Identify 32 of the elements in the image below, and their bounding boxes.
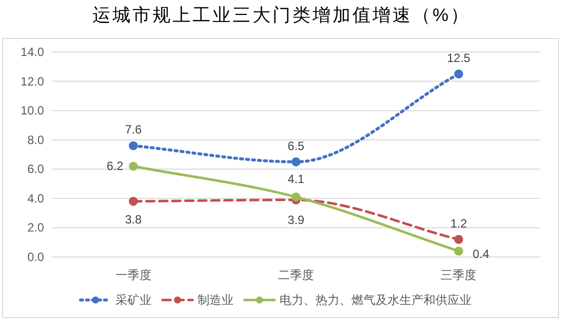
legend-label: 电力、热力、燃气及水生产和供应业 bbox=[280, 293, 472, 307]
point bbox=[128, 162, 138, 171]
legend-label: 制造业 bbox=[198, 293, 234, 307]
y-tick-label: 8.0 bbox=[27, 132, 44, 147]
y-tick-label: 6.0 bbox=[27, 162, 44, 176]
point bbox=[454, 246, 464, 256]
point bbox=[128, 141, 138, 150]
data-label: 3.9 bbox=[288, 212, 305, 227]
data-label: 0.4 bbox=[472, 247, 490, 262]
y-tick-label: 14.0 bbox=[20, 45, 44, 59]
data-label: 7.6 bbox=[124, 122, 142, 137]
legend-label: 采矿业 bbox=[116, 293, 152, 307]
y-tick-label: 12.0 bbox=[20, 74, 44, 88]
data-label: 3.8 bbox=[124, 212, 142, 226]
x-tick-label: 二季度 bbox=[278, 268, 314, 282]
y-tick-label: 2.0 bbox=[27, 220, 44, 235]
y-tick-label: 10.0 bbox=[20, 104, 44, 118]
x-tick-label: 一季度 bbox=[115, 268, 152, 282]
x-tick-label: 三季度 bbox=[440, 268, 477, 282]
point bbox=[128, 196, 138, 206]
data-label: 6.2 bbox=[106, 159, 124, 174]
point bbox=[292, 192, 300, 202]
point bbox=[454, 69, 464, 78]
data-label: 1.2 bbox=[450, 216, 468, 230]
y-tick-label: 0.0 bbox=[27, 250, 44, 264]
data-label: 12.5 bbox=[446, 50, 471, 65]
chart-title: 运城市规上工业三大门类增加值增速（%） bbox=[92, 5, 471, 25]
point bbox=[454, 234, 464, 244]
data-label: 4.1 bbox=[288, 172, 305, 186]
point bbox=[292, 157, 300, 166]
data-label: 6.5 bbox=[288, 138, 305, 153]
y-tick-label: 4.0 bbox=[27, 191, 44, 206]
